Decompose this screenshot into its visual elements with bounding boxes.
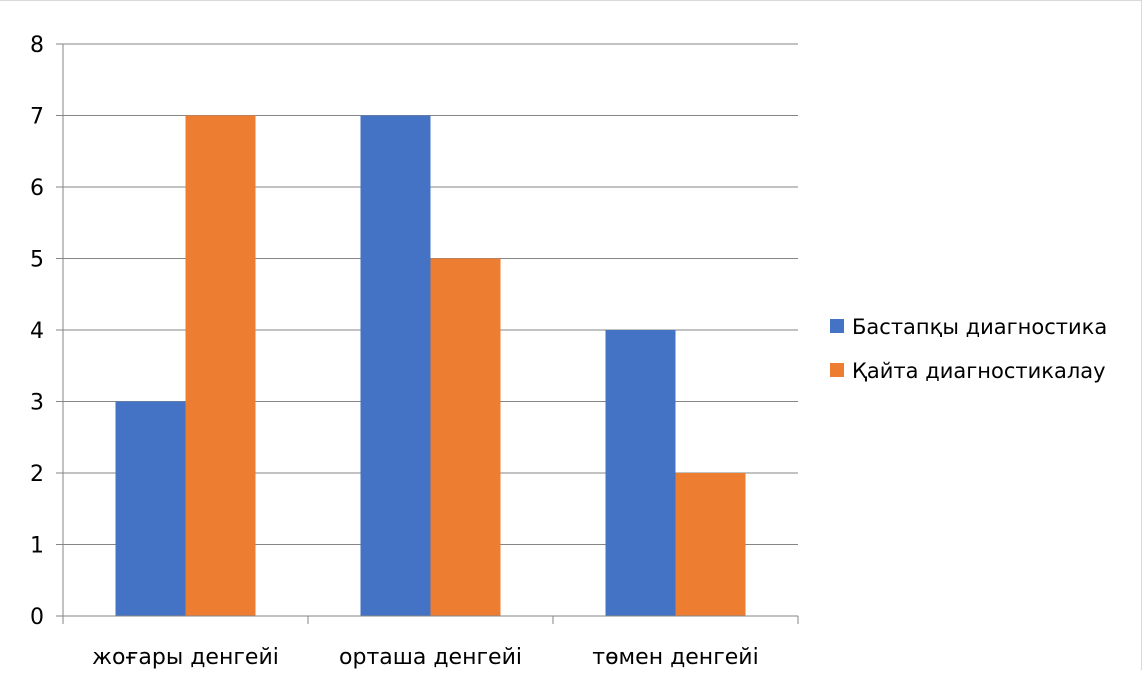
legend-label: Қайта диагностикалау [852, 359, 1106, 383]
bar [185, 115, 256, 616]
bar [675, 473, 746, 616]
bar [430, 258, 501, 616]
y-tick-label: 8 [30, 33, 44, 58]
x-category-label: төмен денгейі [592, 645, 758, 670]
bar [115, 401, 186, 616]
y-tick-label: 4 [30, 319, 44, 344]
legend-swatch [830, 319, 844, 333]
x-category-label: орташа денгейі [339, 645, 522, 670]
y-tick-label: 2 [30, 462, 44, 487]
y-tick-label: 5 [30, 248, 44, 273]
x-category-label: жоғары денгейі [92, 645, 279, 670]
legend-label: Бастапқы диагностика [852, 315, 1107, 339]
bar [360, 115, 431, 616]
legend: Бастапқы диагностика Қайта диагностикалау [830, 315, 1107, 383]
x-axis-category-labels: жоғары денгейі орташа денгейі төмен денгей… [92, 645, 759, 670]
bars [115, 115, 746, 616]
y-axis-tick-labels: 0 1 2 3 4 5 6 7 8 [30, 33, 44, 630]
y-tick-label: 6 [30, 176, 44, 201]
y-tick-label: 0 [30, 605, 44, 630]
y-tick-label: 3 [30, 391, 44, 416]
legend-swatch [830, 363, 844, 377]
y-tick-label: 1 [30, 534, 44, 559]
bar [605, 330, 676, 616]
y-tick-label: 7 [30, 105, 44, 130]
x-axis [56, 44, 799, 624]
